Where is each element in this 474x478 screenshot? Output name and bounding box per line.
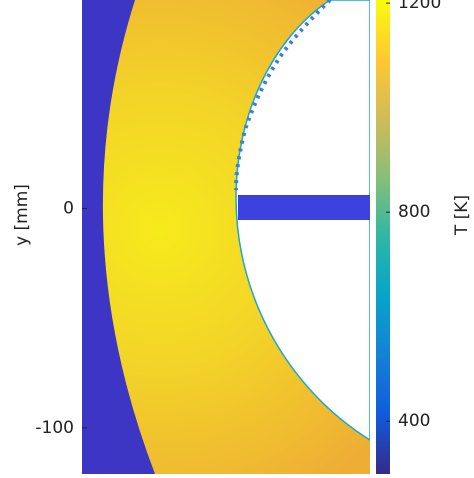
field xyxy=(82,0,370,474)
flame-front xyxy=(234,0,332,191)
colorbar xyxy=(376,0,390,474)
y-tick-label: -100 xyxy=(35,418,74,438)
colorbar-tick-label: 1200 xyxy=(398,0,441,13)
colorbar-label: T [K] xyxy=(452,195,472,236)
bar xyxy=(238,195,370,220)
y-tick-label: 0 xyxy=(63,198,74,218)
y-axis-label: y [mm] xyxy=(12,184,32,246)
colorbar-tick-label: 400 xyxy=(398,411,430,431)
colorbar-tick-label: 800 xyxy=(398,202,430,222)
cold-region xyxy=(82,0,155,474)
